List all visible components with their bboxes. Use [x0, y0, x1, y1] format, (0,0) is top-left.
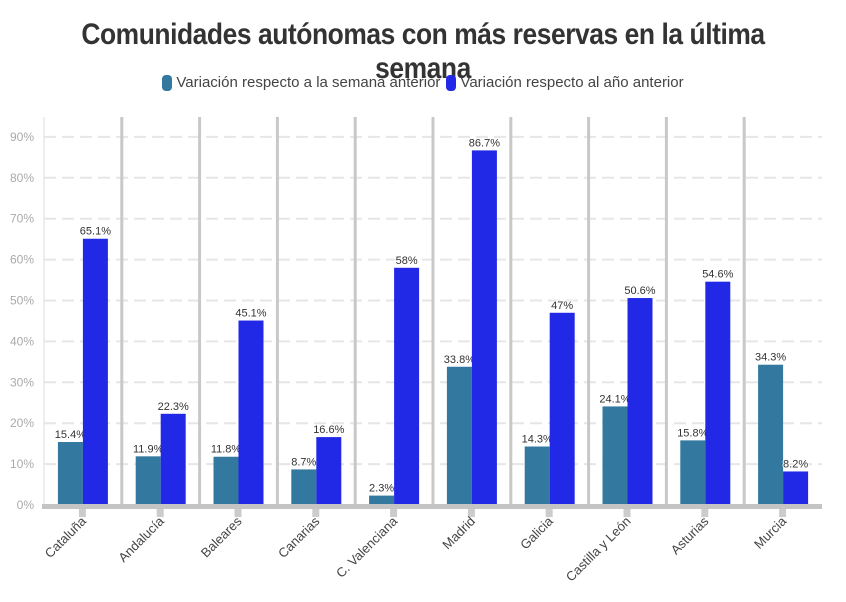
x-tick [234, 505, 242, 517]
bar-week [524, 446, 550, 505]
bar-week [602, 406, 628, 505]
data-label: 15.8% [677, 427, 708, 439]
x-tick [701, 505, 709, 517]
data-label: 24.1% [599, 393, 630, 405]
data-label: 33.8% [444, 354, 475, 366]
x-tick-label: Castilla y León [563, 514, 634, 585]
data-label: 16.6% [313, 424, 344, 436]
data-label: 15.4% [55, 429, 86, 441]
data-label: 8.7% [291, 456, 316, 468]
legend-label: Variación respecto al año anterior [460, 74, 684, 91]
x-tick [78, 505, 86, 517]
x-tick [312, 505, 320, 517]
bar-week [291, 469, 317, 505]
bar-year [627, 298, 653, 505]
data-label: 34.3% [755, 352, 786, 364]
bar-week [213, 456, 239, 505]
legend-label: Variación respecto a la semana anterior [176, 74, 441, 91]
y-tick-label: 70% [10, 212, 34, 226]
data-label: 50.6% [624, 285, 655, 297]
legend: Variación respecto a la semana anterior … [0, 74, 846, 91]
data-label: 47% [551, 300, 573, 312]
y-tick-label: 50% [10, 294, 34, 308]
x-tick [779, 505, 787, 517]
legend-swatch [162, 74, 173, 91]
data-label: 11.9% [133, 443, 164, 455]
x-tick-label: Madrid [439, 514, 478, 553]
data-label: 14.3% [522, 434, 553, 446]
legend-item-week[interactable]: Variación respecto a la semana anterior [162, 74, 440, 91]
x-axis-line [42, 504, 822, 509]
bar-year [316, 437, 342, 505]
x-tick [545, 505, 553, 517]
bar-year [160, 413, 186, 505]
bar-week [446, 366, 472, 505]
bar-week [57, 442, 83, 505]
x-tick [390, 505, 398, 517]
y-tick-label: 20% [10, 416, 34, 430]
bar-year [394, 267, 420, 505]
data-label: 45.1% [235, 308, 266, 320]
bar-year [238, 320, 264, 505]
x-tick-label: Galicia [517, 513, 556, 552]
data-label: 22.3% [158, 401, 189, 413]
x-tick-label: Canarias [275, 513, 323, 561]
x-tick [467, 505, 475, 517]
data-label: 58% [396, 255, 418, 267]
data-label: 65.1% [80, 226, 111, 238]
data-label: 54.6% [702, 269, 733, 281]
bar-year [783, 471, 809, 505]
y-tick-label: 0% [17, 498, 35, 512]
legend-item-year[interactable]: Variación respecto al año anterior [446, 74, 684, 91]
bar-year [471, 150, 497, 505]
y-tick-label: 10% [10, 457, 34, 471]
chart-title: Comunidades autónomas con más reservas e… [81, 18, 765, 85]
x-tick-label: Murcia [751, 513, 790, 552]
bar-year [705, 281, 731, 505]
x-tick [623, 505, 631, 517]
data-label: 8.2% [783, 458, 808, 470]
x-tick [156, 505, 164, 517]
y-tick-label: 80% [10, 171, 34, 185]
bar-week [758, 364, 784, 505]
x-tick-label: Baleares [198, 513, 245, 560]
legend-swatch [446, 74, 457, 91]
data-label: 2.3% [369, 483, 394, 495]
bar-year [82, 238, 108, 505]
y-tick-label: 60% [10, 253, 34, 267]
data-label: 86.7% [469, 137, 500, 149]
y-tick-label: 90% [10, 130, 34, 144]
y-tick-label: 30% [10, 375, 34, 389]
x-tick-label: C. Valenciana [333, 513, 401, 581]
bar-week [369, 495, 395, 505]
y-tick-label: 40% [10, 334, 34, 348]
data-label: 11.8% [211, 444, 242, 456]
bar-week [135, 456, 161, 505]
x-tick-label: Andalucía [115, 513, 167, 565]
x-tick-label: Asturias [668, 513, 712, 557]
x-tick-label: Cataluña [42, 513, 90, 561]
bar-week [680, 440, 706, 505]
bar-year [549, 312, 575, 505]
